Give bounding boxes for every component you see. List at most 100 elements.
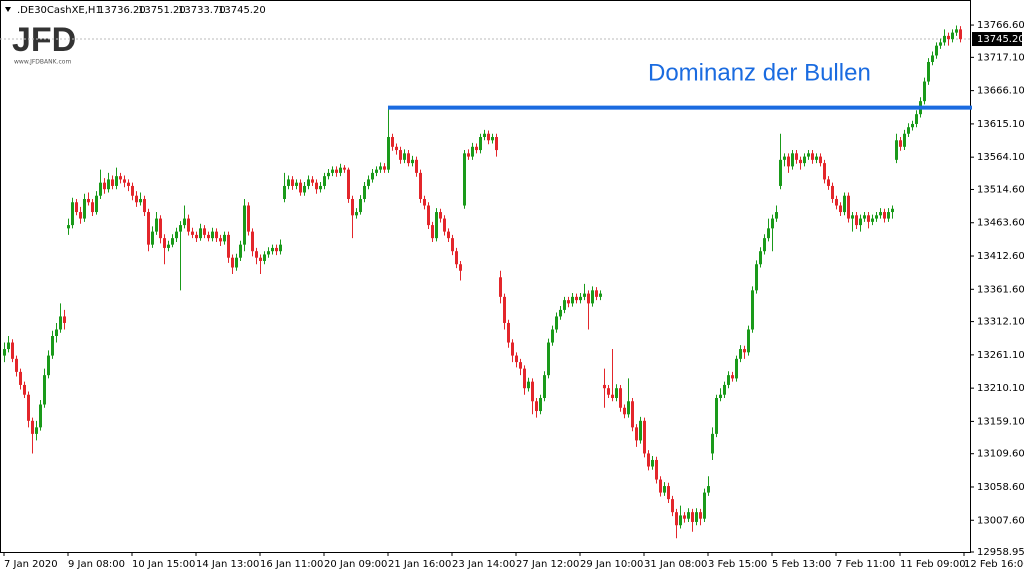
logo-site: www.JFDBANK.com [14, 59, 71, 66]
x-tick-label: 9 Jan 08:00 [68, 559, 125, 570]
candle-body [83, 198, 86, 219]
candle-body [403, 153, 406, 160]
x-tick-label: 21 Jan 16:00 [388, 559, 451, 570]
candle-body [47, 355, 50, 376]
candle-body [671, 499, 674, 513]
x-tick-label: 23 Jan 14:00 [452, 559, 515, 570]
candle-body [187, 218, 190, 232]
candle-body [807, 153, 810, 157]
candle-body [163, 238, 166, 248]
candle-body [167, 244, 170, 248]
candle-body [707, 486, 710, 493]
candle-body [607, 388, 610, 395]
candle-body [127, 182, 130, 186]
candle-body [863, 215, 866, 219]
y-tick-label: 13312.10 [977, 317, 1024, 328]
candle-body [267, 251, 270, 255]
candle-body [475, 146, 478, 151]
candle-body [243, 205, 246, 245]
ohlc-low: 13733.70 [178, 5, 226, 16]
candle-body [179, 225, 182, 232]
candle-body [903, 133, 906, 147]
candle-body [247, 205, 250, 232]
candle-body [847, 195, 850, 219]
candle-body [359, 198, 362, 213]
candle-body [367, 179, 370, 186]
candle-body [771, 218, 774, 229]
candle-body [483, 133, 486, 138]
candle-body [627, 401, 630, 415]
y-tick-label: 13564.10 [977, 152, 1024, 163]
candle-body [131, 185, 134, 196]
candle-body [823, 163, 826, 180]
candle-body [239, 244, 242, 258]
candle-body [659, 479, 662, 493]
candle-body [715, 397, 718, 434]
candle-body [303, 185, 306, 193]
candle-body [387, 137, 390, 170]
candle-body [395, 146, 398, 151]
candle-body [775, 212, 778, 219]
candle-body [679, 515, 682, 526]
candle-body [107, 179, 110, 190]
candle-body [571, 296, 574, 304]
candle-body [443, 218, 446, 232]
candle-body [19, 371, 22, 385]
candle-body [691, 512, 694, 522]
candle-body [835, 198, 838, 206]
candle-body [507, 322, 510, 343]
candle-body [427, 205, 430, 226]
candle-body [735, 358, 738, 379]
y-tick-label: 13463.60 [977, 218, 1024, 229]
candle-body [399, 150, 402, 160]
candle-body [719, 394, 722, 398]
ohlc-high: 13751.20 [138, 5, 186, 16]
candle-body [391, 137, 394, 147]
candle-body [699, 512, 702, 519]
x-tick-label: 11 Feb 09:00 [900, 559, 966, 570]
candle-body [831, 185, 834, 199]
candle-body [555, 316, 558, 330]
candle-body [523, 368, 526, 389]
candle-body [723, 384, 726, 395]
candle-body [419, 172, 422, 199]
menu-arrow[interactable] [5, 7, 11, 12]
candle-body [51, 336, 54, 356]
candle-body [455, 251, 458, 265]
candle-body [935, 45, 938, 56]
candle-body [407, 153, 410, 164]
candle-body [787, 156, 790, 167]
candle-body [215, 231, 218, 239]
candle-body [779, 159, 782, 186]
x-tick-label: 27 Jan 12:00 [516, 559, 579, 570]
candle-body [203, 228, 206, 235]
candle-body [339, 167, 342, 173]
candle-body [451, 238, 454, 252]
candle-body [31, 420, 34, 434]
candle-body [539, 397, 542, 412]
candle-body [799, 159, 802, 164]
candle-body [703, 492, 706, 519]
candle-body [887, 212, 890, 219]
candle-body [183, 218, 186, 226]
candle-body [615, 388, 618, 398]
ohlc-open: 13736.20 [98, 5, 146, 16]
candle-body [23, 384, 26, 395]
y-tick-label: 13058.60 [977, 482, 1024, 493]
candle-body [39, 404, 42, 428]
candle-body [947, 35, 950, 40]
candle-body [271, 247, 274, 252]
x-tick-label: 16 Jan 11:00 [260, 559, 323, 570]
candle-body [307, 179, 310, 186]
candle-body [263, 254, 266, 261]
candle-body [495, 137, 498, 151]
candle-body [551, 329, 554, 343]
candle-body [331, 169, 334, 173]
candle-body [7, 342, 10, 350]
candle-body [891, 208, 894, 213]
y-tick-label: 13717.10 [977, 52, 1024, 63]
candle-body [915, 114, 918, 124]
candle-body [291, 179, 294, 186]
candle-body [59, 316, 62, 330]
